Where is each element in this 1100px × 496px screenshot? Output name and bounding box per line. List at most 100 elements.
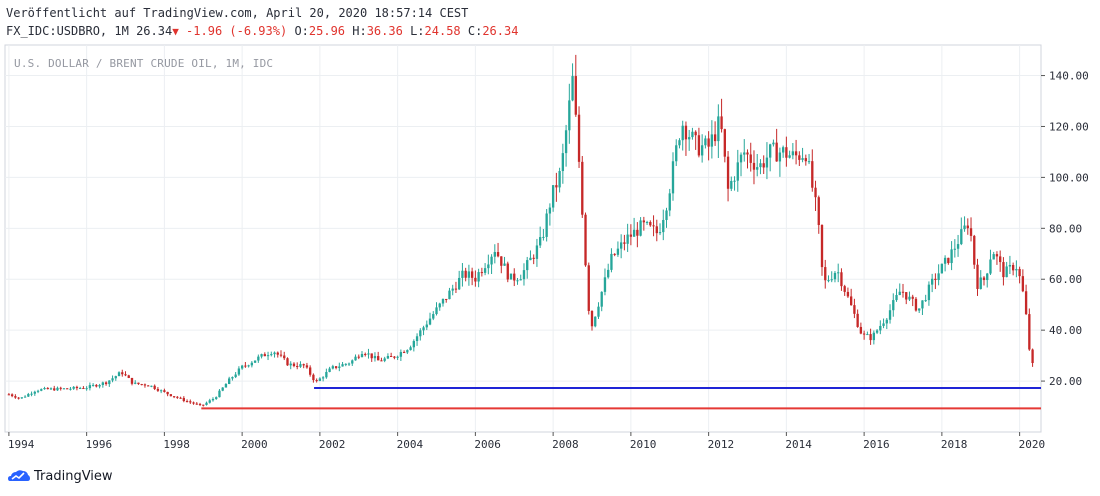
candle-body bbox=[85, 388, 88, 390]
plot-area[interactable] bbox=[4, 44, 1042, 433]
chart-title: U.S. DOLLAR / BRENT CRUDE OIL, 1M, IDC bbox=[14, 57, 273, 70]
y-tick-label: 40.00 bbox=[1049, 324, 1082, 337]
candle-body bbox=[1031, 349, 1034, 364]
candle-body bbox=[328, 368, 331, 372]
candle-body bbox=[490, 256, 493, 265]
candle-body bbox=[811, 161, 814, 188]
candle-body bbox=[140, 384, 143, 386]
candle-body bbox=[982, 277, 986, 281]
candle-body bbox=[202, 404, 205, 406]
time-axis[interactable]: 1994 1996 1998 2000 2002 2004 2006 2008 2010 2012… bbox=[8, 432, 1045, 451]
symbol-label: FX_IDC:USDBRO, 1M bbox=[6, 24, 129, 38]
candle-body bbox=[49, 388, 53, 390]
candle-body bbox=[953, 248, 956, 250]
candle-body bbox=[564, 130, 568, 154]
candle-body bbox=[704, 138, 707, 146]
candle-body bbox=[367, 353, 370, 355]
candle-body bbox=[415, 336, 419, 342]
candle-body bbox=[875, 330, 879, 333]
candle-body bbox=[172, 396, 176, 398]
candle-body bbox=[600, 291, 603, 307]
candle-body bbox=[675, 145, 678, 162]
candle-body bbox=[752, 162, 756, 170]
candle-body bbox=[616, 248, 620, 255]
candle-body bbox=[736, 162, 739, 181]
candle-body bbox=[778, 152, 782, 162]
candle-body bbox=[833, 272, 837, 280]
candle-body bbox=[804, 158, 807, 162]
tradingview-brand[interactable]: TradingView bbox=[8, 468, 113, 484]
candle-body bbox=[127, 375, 130, 378]
x-tick-label: 2018 bbox=[941, 438, 968, 451]
candle-body bbox=[150, 385, 153, 387]
candle-body bbox=[315, 380, 318, 382]
candle-body bbox=[717, 116, 720, 142]
candle-body bbox=[244, 365, 247, 367]
candle-body bbox=[10, 394, 14, 397]
candle-body bbox=[545, 213, 548, 237]
candle-body bbox=[898, 291, 901, 296]
candle-body bbox=[947, 257, 950, 264]
candle-body bbox=[237, 368, 241, 375]
x-tick-label: 2010 bbox=[630, 438, 657, 451]
y-tick-label: 140.00 bbox=[1049, 70, 1089, 83]
x-tick-label: 2006 bbox=[474, 438, 501, 451]
candle-body bbox=[843, 286, 846, 292]
candle-body bbox=[483, 268, 487, 273]
candle-body bbox=[749, 154, 752, 163]
x-tick-label: 2014 bbox=[785, 438, 812, 451]
candle-body bbox=[53, 388, 56, 391]
close-value: 26.34 bbox=[482, 24, 519, 38]
candle-body bbox=[561, 153, 565, 172]
x-tick-label: 1998 bbox=[163, 438, 190, 451]
candle-body bbox=[726, 156, 730, 189]
candle-body bbox=[594, 316, 597, 327]
candle-body bbox=[451, 288, 454, 291]
candlestick-chart[interactable]: 20.00 40.00 60.00 80.00 100.00 120.00 140.00 1… bbox=[0, 40, 1100, 460]
price-axis[interactable]: 20.00 40.00 60.00 80.00 100.00 120.00 140.00 bbox=[1041, 70, 1089, 389]
candle-body bbox=[46, 387, 49, 390]
candle-body bbox=[720, 116, 723, 130]
candle-body bbox=[765, 157, 769, 168]
candle-body bbox=[526, 260, 529, 271]
candle-body bbox=[658, 232, 662, 234]
candle-body bbox=[662, 219, 665, 233]
high-label: H: bbox=[352, 24, 367, 38]
candle-body bbox=[305, 365, 309, 368]
last-price: 26.34 bbox=[136, 24, 173, 38]
candle-body bbox=[286, 358, 289, 366]
candle-body bbox=[470, 271, 474, 278]
candle-body bbox=[78, 388, 82, 390]
candle-body bbox=[519, 279, 522, 281]
candle-body bbox=[927, 284, 931, 301]
candle-body bbox=[253, 360, 257, 363]
candle-body bbox=[603, 277, 607, 292]
candle-body bbox=[888, 310, 892, 320]
candle-body bbox=[590, 310, 594, 327]
candle-body bbox=[652, 225, 655, 227]
candle-body bbox=[849, 296, 853, 306]
candle-body bbox=[221, 387, 224, 391]
candle-body bbox=[402, 352, 406, 354]
candle-body bbox=[82, 388, 85, 390]
candle-body bbox=[901, 291, 905, 293]
candle-body bbox=[756, 167, 759, 170]
candle-body bbox=[827, 280, 830, 282]
candle-body bbox=[626, 234, 629, 244]
candle-body bbox=[101, 382, 104, 386]
candle-body bbox=[260, 354, 263, 357]
candle-body bbox=[581, 161, 584, 215]
candle-body bbox=[610, 253, 613, 270]
candle-body bbox=[623, 242, 626, 244]
candle-body bbox=[739, 154, 743, 163]
candle-body bbox=[1015, 268, 1018, 271]
candle-body bbox=[879, 325, 882, 331]
candle-body bbox=[163, 390, 166, 392]
candle-body bbox=[266, 355, 270, 357]
candle-body bbox=[40, 389, 43, 391]
candle-body bbox=[613, 253, 616, 255]
candle-body bbox=[389, 356, 393, 358]
candle-body bbox=[159, 390, 163, 392]
candle-body bbox=[619, 242, 623, 249]
candle-body bbox=[807, 161, 811, 163]
